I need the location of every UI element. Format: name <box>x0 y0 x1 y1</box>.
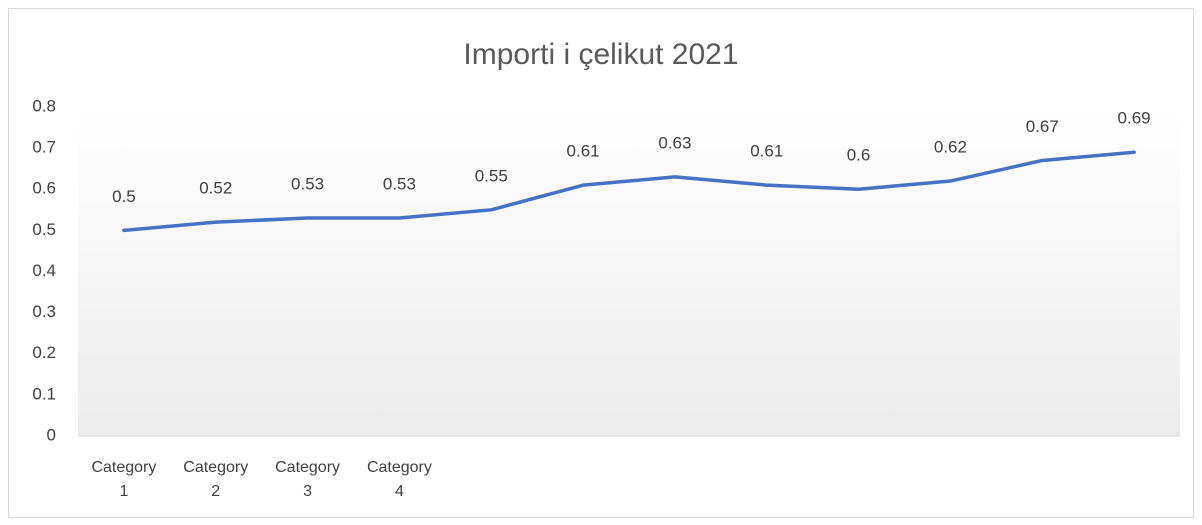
x-tick-label: Category 2 <box>183 459 249 500</box>
y-tick-label: 0.4 <box>32 261 56 280</box>
y-tick-label: 0.8 <box>32 96 56 115</box>
data-label: 0.53 <box>291 175 324 194</box>
data-label: 0.61 <box>567 142 600 161</box>
y-tick-label: 0.6 <box>32 179 56 198</box>
data-label: 0.63 <box>658 133 691 152</box>
data-label: 0.53 <box>383 175 416 194</box>
y-tick-label: 0.7 <box>32 138 56 157</box>
data-label: 0.5 <box>112 187 136 206</box>
data-label: 0.52 <box>199 179 232 198</box>
chart-title: Importi i çelikut 2021 <box>463 38 738 71</box>
data-label: 0.6 <box>847 146 871 165</box>
data-label: 0.67 <box>1026 117 1059 136</box>
y-tick-label: 0.3 <box>32 302 56 321</box>
data-label: 0.69 <box>1118 109 1151 128</box>
series-line <box>122 150 1136 233</box>
x-tick-label: Category 1 <box>91 459 157 500</box>
data-label: 0.55 <box>475 166 508 185</box>
y-tick-label: 0.1 <box>32 384 56 403</box>
x-tick-label: Category 4 <box>366 459 432 500</box>
y-tick-label: 0 <box>47 425 56 444</box>
y-tick-label: 0.2 <box>32 343 56 362</box>
x-tick-label: Category 3 <box>275 459 341 500</box>
data-label: 0.61 <box>750 142 783 161</box>
plot-area <box>78 107 1180 436</box>
y-tick-label: 0.5 <box>32 220 56 239</box>
data-label: 0.62 <box>934 138 967 157</box>
